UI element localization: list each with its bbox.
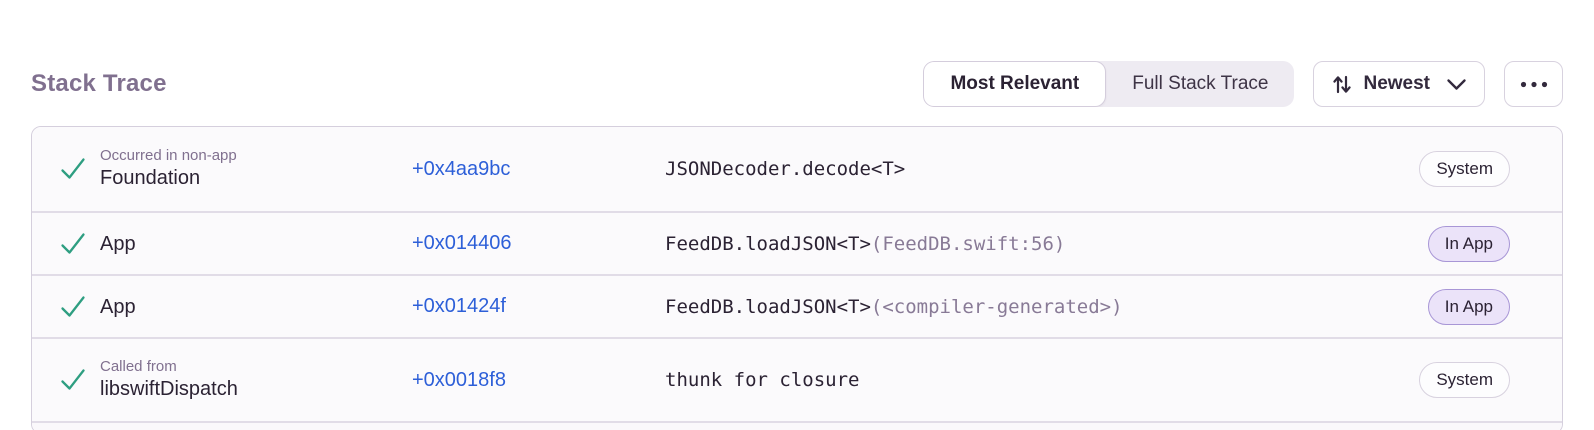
chevron-down-icon (1446, 78, 1467, 91)
frame-function: FeedDB.loadJSON<T>(<compiler-generated>) (665, 295, 1428, 318)
frame-note: Called from (100, 357, 177, 375)
stack-trace-card: Occurred in non-app Foundation +0x4aa9bc… (31, 126, 1563, 430)
frame-badge: System (1419, 362, 1510, 398)
checkmark-icon (59, 366, 87, 394)
frame-label-column: App (100, 231, 412, 257)
frame-module: App (100, 232, 136, 255)
frame-address[interactable]: +0x0018f8 (412, 368, 506, 391)
frame-badge: System (1419, 151, 1510, 187)
stack-trace-list: Occurred in non-app Foundation +0x4aa9bc… (32, 127, 1562, 421)
stack-frame-row[interactable]: App +0x014406 FeedDB.loadJSON<T>(FeedDB.… (32, 211, 1562, 274)
frame-function-name: FeedDB.loadJSON<T> (665, 232, 871, 255)
stack-frame-row[interactable]: App +0x01424f FeedDB.loadJSON<T>(<compil… (32, 274, 1562, 337)
frame-module: Foundation (100, 167, 201, 190)
toolbar: Most Relevant Full Stack Trace Newest (923, 61, 1563, 107)
frame-source-annotation[interactable]: (<compiler-generated>) (870, 295, 1123, 318)
more-options-button[interactable] (1504, 61, 1563, 107)
frame-badge: In App (1427, 288, 1510, 325)
frame-function-name: JSONDecoder.decode<T> (665, 158, 906, 180)
frame-note: Occurred in non-app (100, 146, 237, 164)
frame-label-column: Called from libswiftDispatch (100, 358, 412, 403)
frame-badge: In App (1427, 225, 1510, 262)
checkmark-icon (59, 230, 87, 258)
stack-frame-row[interactable]: Called from libswiftDispatch +0x0018f8 t… (32, 337, 1562, 421)
page-title: Stack Trace (31, 70, 167, 97)
ellipsis-icon (1520, 81, 1548, 88)
frame-module: App (100, 295, 136, 318)
sort-button[interactable]: Newest (1313, 61, 1485, 107)
frame-source-annotation[interactable]: (FeedDB.swift:56) (870, 232, 1066, 255)
frame-function: JSONDecoder.decode<T> (665, 158, 1419, 180)
frame-address[interactable]: +0x4aa9bc (412, 157, 511, 180)
frame-function-name: FeedDB.loadJSON<T> (665, 295, 871, 318)
checkmark-icon (59, 155, 87, 183)
segment-full-stack-trace[interactable]: Full Stack Trace (1132, 73, 1269, 94)
next-frame-peek (32, 421, 1562, 430)
frame-check-column (59, 366, 100, 394)
panel-header: Stack Trace Most Relevant Full Stack Tra… (31, 61, 1563, 107)
frame-function: thunk for closure (665, 369, 1419, 391)
segment-most-relevant[interactable]: Most Relevant (923, 61, 1107, 107)
frame-module: libswiftDispatch (100, 378, 238, 401)
frame-label-column: Occurred in non-app Foundation (100, 147, 412, 192)
frame-address[interactable]: +0x01424f (412, 295, 506, 317)
frame-function: FeedDB.loadJSON<T>(FeedDB.swift:56) (665, 232, 1428, 255)
frame-check-column (59, 230, 100, 258)
frame-check-column (59, 293, 100, 321)
frame-check-column (59, 155, 100, 183)
sort-arrows-icon (1331, 73, 1353, 96)
stack-frame-row[interactable]: Occurred in non-app Foundation +0x4aa9bc… (32, 127, 1562, 211)
frame-label-column: App (100, 294, 412, 320)
frame-address[interactable]: +0x014406 (412, 232, 512, 254)
view-segmented-control: Most Relevant Full Stack Trace (923, 61, 1295, 107)
sort-button-label: Newest (1363, 73, 1430, 94)
checkmark-icon (59, 293, 87, 321)
frame-function-name: thunk for closure (665, 369, 860, 391)
